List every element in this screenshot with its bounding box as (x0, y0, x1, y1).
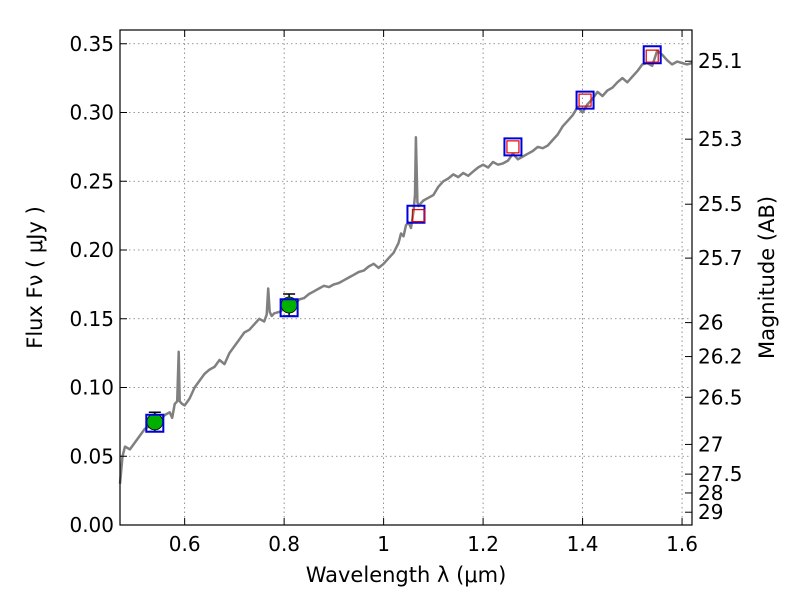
y-axis-label-left: Flux Fν ( μJy ) (23, 206, 47, 349)
mag-tick-label: 26 (698, 311, 723, 335)
mag-tick-label: 25.7 (698, 246, 743, 270)
y-tick-label: 0.15 (69, 307, 114, 331)
synthetic-marker (575, 90, 595, 110)
x-tick-label: 1.2 (467, 532, 499, 556)
synthetic-marker (642, 45, 662, 65)
x-axis-label: Wavelength λ (μm) (306, 563, 507, 587)
x-tick-label: 1.4 (567, 532, 599, 556)
y-axis-label-right: Magnitude (AB) (755, 196, 779, 359)
mag-tick-label: 26.5 (698, 385, 743, 409)
spectrum-line (118, 49, 693, 484)
synthetic-marker (145, 413, 165, 433)
mag-tick-label: 25.1 (698, 49, 743, 73)
synthetic-marker (406, 204, 426, 224)
mag-tick-label: 25.3 (698, 127, 743, 151)
x-tick-label: 0.6 (169, 532, 201, 556)
plot-area (118, 45, 693, 484)
observed-ir-marker (506, 140, 520, 154)
mag-tick-label: 25.5 (698, 192, 743, 216)
data-point (146, 413, 164, 431)
y-tick-label: 0.00 (69, 513, 114, 537)
synthetic-marker (503, 137, 523, 157)
mag-tick-label: 27.5 (698, 462, 743, 486)
y-tick-label: 0.20 (69, 238, 114, 262)
y-tick-label: 0.05 (69, 444, 114, 468)
grid (120, 30, 692, 526)
mag-tick-label: 28 (698, 481, 723, 505)
y-tick-label: 0.35 (69, 32, 114, 56)
x-tick-label: 1 (377, 532, 390, 556)
observed-ir-marker (411, 209, 426, 223)
synthetic-marker (279, 298, 299, 318)
axis-ticks: 0.6 0.8 1 1.2 1.4 1.6 0.00 0.05 0.10 0.15 0.20 0.25… (69, 30, 743, 556)
x-tick-label: 0.8 (268, 532, 300, 556)
y-tick-label: 0.30 (69, 101, 114, 125)
x-tick-label: 1.6 (666, 532, 698, 556)
observed-ir-marker (578, 93, 592, 107)
y-tick-label: 0.25 (69, 169, 114, 193)
axes-frame (119, 29, 693, 526)
mag-tick-label: 26.2 (698, 345, 743, 369)
mag-tick-label: 29 (698, 500, 723, 524)
mag-tick-label: 27 (698, 432, 723, 456)
observed-ir-marker (645, 49, 659, 63)
y-tick-label: 0.10 (69, 376, 114, 400)
